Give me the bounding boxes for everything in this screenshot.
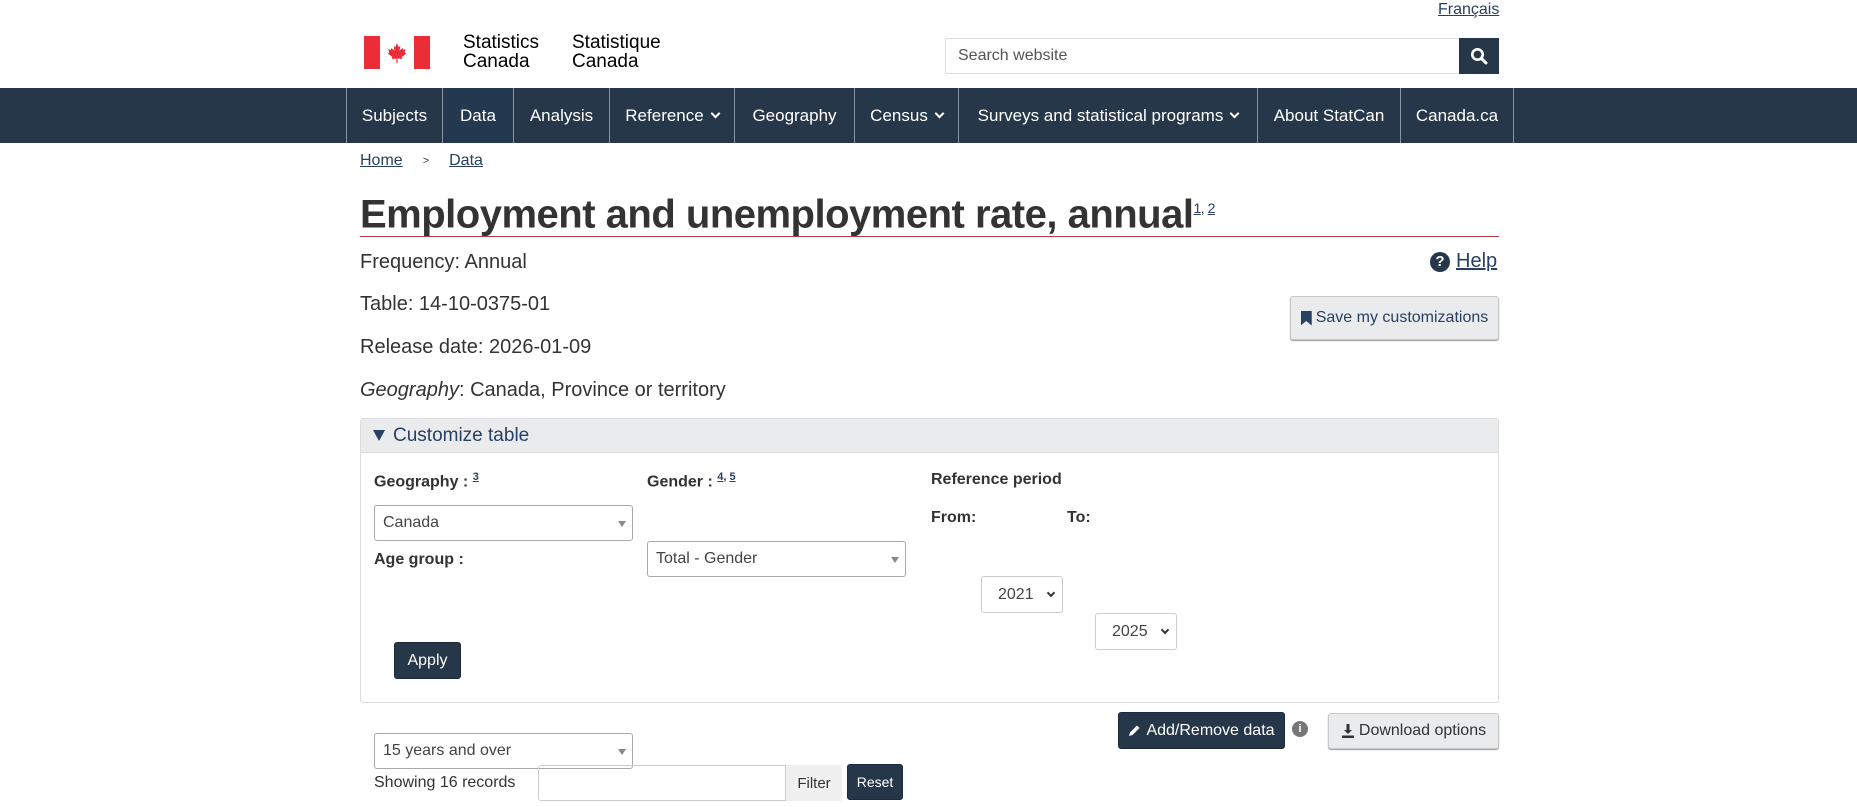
to-label: To: xyxy=(1067,509,1091,526)
title-divider xyxy=(360,236,1499,237)
filter-input[interactable] xyxy=(538,765,786,801)
footnote-link-2[interactable]: 2 xyxy=(1207,200,1216,216)
nav-surveys[interactable]: Surveys and statistical programs xyxy=(958,88,1257,143)
brand-fr-line1: Statistique xyxy=(572,32,661,53)
brand-english: Statistics Canada xyxy=(463,33,539,71)
help-link[interactable]: ? Help xyxy=(1430,250,1497,273)
caret-down-icon xyxy=(891,557,899,563)
nav-census[interactable]: Census xyxy=(854,88,958,143)
footnote-link-4[interactable]: 4 xyxy=(717,471,724,483)
save-customizations-button[interactable]: Save my customizations xyxy=(1290,296,1499,340)
table-id-text: Table: 14-10-0375-01 xyxy=(360,293,551,315)
frequency-text: Frequency: Annual xyxy=(360,251,527,273)
footnote-link-3[interactable]: 3 xyxy=(472,471,479,483)
nav-analysis[interactable]: Analysis xyxy=(513,88,609,143)
page-title: Employment and unemployment rate, annual… xyxy=(360,192,1216,237)
customize-header-label: Customize table xyxy=(393,424,530,446)
nav-about[interactable]: About StatCan xyxy=(1257,88,1400,143)
nav-label: Surveys and statistical programs xyxy=(977,105,1224,125)
geography-value: : Canada, Province or territory xyxy=(458,379,726,401)
save-label: Save my customizations xyxy=(1315,309,1489,326)
label-text: Geography : xyxy=(374,473,469,491)
age-group-select[interactable]: 15 years and over xyxy=(374,733,633,769)
customize-table-toggle[interactable]: Customize table xyxy=(361,419,1498,453)
reference-period-label: Reference period xyxy=(931,471,1062,488)
chevron-down-icon xyxy=(1046,588,1056,598)
nav-subjects[interactable]: Subjects xyxy=(346,88,442,143)
from-year-select[interactable]: 2021 xyxy=(981,576,1063,613)
reset-button[interactable]: Reset xyxy=(847,764,903,800)
geography-label: Geography xyxy=(360,379,459,401)
select-value: 15 years and over xyxy=(383,742,512,759)
caret-down-icon xyxy=(618,749,626,755)
nav-label: Reference xyxy=(625,105,704,125)
breadcrumb-home[interactable]: Home xyxy=(360,152,403,169)
geography-select[interactable]: Canada xyxy=(374,505,633,541)
download-icon xyxy=(1341,724,1354,738)
brand-en-line1: Statistics xyxy=(463,32,540,53)
download-options-button[interactable]: Download options xyxy=(1328,713,1499,749)
apply-button[interactable]: Apply xyxy=(394,642,461,679)
select-value: Total - Gender xyxy=(656,550,758,567)
geography-text: Geography: Canada, Province or territory xyxy=(360,379,726,402)
customize-table-panel: Customize table Geography : 3 Canada Gen… xyxy=(360,418,1499,769)
chevron-down-icon xyxy=(1229,108,1240,119)
help-label: Help xyxy=(1456,250,1498,272)
nav-label: Canada.ca xyxy=(1415,105,1499,125)
canada-flag-logo[interactable] xyxy=(364,36,430,69)
nav-label: Data xyxy=(460,105,496,125)
search-button[interactable] xyxy=(1459,38,1499,74)
add-remove-label: Add/Remove data xyxy=(1146,721,1275,739)
brand-fr-line2: Canada xyxy=(572,51,639,72)
breadcrumb-data[interactable]: Data xyxy=(449,152,483,169)
main-nav: Subjects Data Analysis Reference Geograp… xyxy=(0,88,1857,143)
footnote-link-5[interactable]: 5 xyxy=(729,471,736,483)
nav-label: Analysis xyxy=(529,105,594,125)
add-remove-data-button[interactable]: Add/Remove data xyxy=(1118,712,1285,749)
to-year-select[interactable]: 2025 xyxy=(1095,613,1177,650)
gender-select[interactable]: Total - Gender xyxy=(647,541,906,577)
select-value: 2025 xyxy=(1112,622,1148,640)
chevron-down-icon xyxy=(1160,625,1170,635)
pencil-icon xyxy=(1129,725,1140,736)
breadcrumb-separator: > xyxy=(422,155,430,167)
nav-data[interactable]: Data xyxy=(442,88,513,143)
search-input[interactable]: Search website xyxy=(945,38,1459,74)
chevron-down-icon xyxy=(934,108,945,119)
bookmark-icon xyxy=(1300,310,1312,326)
brand-french: Statistique Canada xyxy=(572,33,661,71)
release-date-text: Release date: 2026-01-09 xyxy=(360,336,592,358)
footnote-link-1[interactable]: 1 xyxy=(1193,200,1201,216)
label-text: Gender : xyxy=(647,473,713,491)
info-icon[interactable]: i xyxy=(1292,721,1308,737)
nav-label: About StatCan xyxy=(1273,105,1385,125)
select-value: 2021 xyxy=(998,585,1034,603)
search-icon xyxy=(1471,48,1488,65)
download-label: Download options xyxy=(1358,722,1487,739)
select-value: Canada xyxy=(383,514,440,531)
language-toggle-link[interactable]: Français xyxy=(1438,1,1500,18)
breadcrumb: Home > Data xyxy=(360,152,483,170)
records-count-text: Showing 16 records xyxy=(374,774,516,791)
nav-label: Census xyxy=(870,105,928,125)
page-title-text: Employment and unemployment rate, annual xyxy=(360,192,1194,237)
gender-label: Gender : 4, 5 xyxy=(647,471,736,491)
question-circle-icon: ? xyxy=(1430,251,1450,272)
nav-canada-ca[interactable]: Canada.ca xyxy=(1400,88,1514,143)
from-label: From: xyxy=(931,509,977,526)
nav-reference[interactable]: Reference xyxy=(609,88,734,143)
age-group-label: Age group : xyxy=(374,551,464,568)
geography-label: Geography : 3 xyxy=(374,471,479,491)
triangle-down-icon xyxy=(373,430,385,441)
brand-en-line2: Canada xyxy=(463,51,530,72)
nav-label: Subjects xyxy=(361,105,428,125)
caret-down-icon xyxy=(618,521,626,527)
chevron-down-icon xyxy=(710,108,721,119)
nav-label: Geography xyxy=(752,105,837,125)
nav-geography[interactable]: Geography xyxy=(734,88,854,143)
filter-button[interactable]: Filter xyxy=(786,765,842,801)
